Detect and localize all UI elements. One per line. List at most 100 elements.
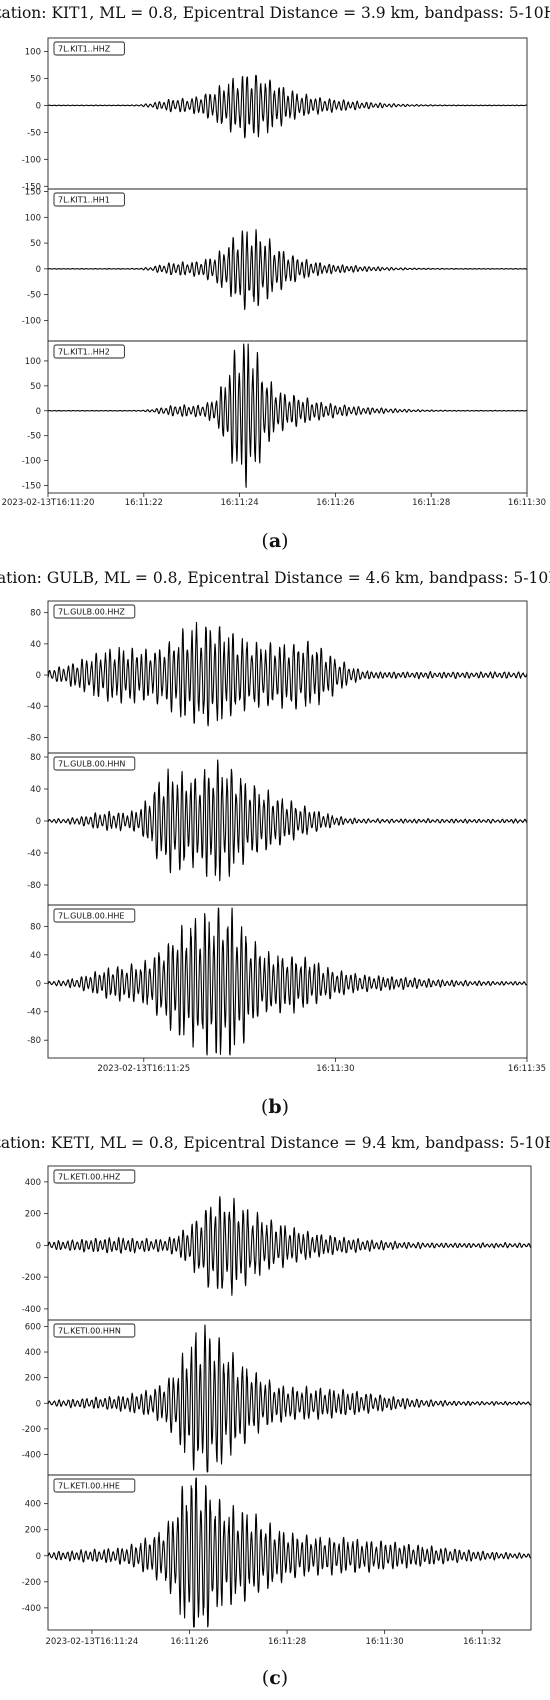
y-tick-label: 200 (25, 1374, 41, 1384)
y-tick-label: -200 (22, 1578, 41, 1588)
channel-label-box (53, 756, 136, 771)
figure-block-a: Station: KIT1, ML = 0.8, Epicentral Dist… (0, 4, 550, 552)
y-tick-label: 100 (25, 47, 41, 57)
channel-label-box (53, 1478, 136, 1493)
chart-title: Station: KETI, ML = 0.8, Epicentral Dist… (0, 1134, 550, 1152)
figure-block-c: Station: KETI, ML = 0.8, Epicentral Dist… (0, 1134, 550, 1689)
chart-title: Station: GULB, ML = 0.8, Epicentral Dist… (0, 569, 550, 587)
x-tick-label: 16:11:26 (170, 1637, 208, 1647)
waveform-trace (47, 1196, 532, 1296)
y-tick-label: 80 (30, 609, 41, 619)
panel-frame (47, 1474, 532, 1631)
y-tick-label: -200 (22, 1273, 41, 1283)
channel-label-box (53, 192, 125, 207)
y-tick-label: -50 (27, 432, 41, 442)
y-tick-label: -40 (27, 1008, 41, 1018)
waveform-trace (47, 907, 528, 1056)
y-tick-label: 50 (30, 382, 41, 392)
trace-panel-1: 600 400 200 0 -200 -400 7L.KETI.00.HHN (22, 1319, 532, 1476)
y-tick-label: 50 (30, 74, 41, 84)
figure-block-b: Station: GULB, ML = 0.8, Epicentral Dist… (0, 569, 550, 1118)
x-tick-label: 2023-02-13T16:11:25 (97, 1064, 190, 1074)
y-tick-label: 0 (36, 979, 41, 989)
y-tick-label: 0 (36, 265, 41, 275)
waveform-trace (47, 1477, 532, 1628)
channel-label-box (53, 41, 125, 56)
y-tick-label: -100 (22, 316, 41, 326)
trace-panel-0: 100 50 0 -50 -100 -150 7L.KIT1..HHZ (22, 37, 528, 192)
waveform-trace (47, 1324, 532, 1473)
y-tick-label: 0 (36, 1552, 41, 1562)
x-tick-label: 16:11:28 (412, 498, 450, 508)
panel-frame (47, 1165, 532, 1321)
y-tick-label: 100 (25, 213, 41, 223)
y-tick-label: 0 (36, 407, 41, 417)
x-tick-label: 16:11:28 (268, 1637, 306, 1647)
y-tick-label: 40 (30, 951, 41, 961)
x-tick-label: 16:11:26 (316, 498, 354, 508)
y-tick-label: 0 (36, 1399, 41, 1409)
x-tick-label: 16:11:32 (463, 1637, 501, 1647)
y-tick-label: -400 (22, 1451, 41, 1461)
y-tick-label: 0 (36, 817, 41, 827)
y-tick-label: -400 (22, 1604, 41, 1614)
waveform-trace (47, 229, 528, 311)
trace-panel-1: 150 100 50 0 -50 -100 7L.KIT1..HH1 (22, 188, 528, 342)
y-tick-label: -50 (27, 291, 41, 301)
channel-label-box (53, 908, 136, 923)
trace-panel-2: 80 40 0 -40 -80 7L.GULB.00.HHE (27, 904, 528, 1059)
figure-caption: (b) (261, 1096, 289, 1118)
channel-label: 7L.GULB.00.HHZ (58, 608, 125, 617)
y-tick-label: -100 (22, 155, 41, 165)
channel-label-box (53, 604, 136, 619)
y-tick-label: -200 (22, 1425, 41, 1435)
y-tick-label: -50 (27, 128, 41, 138)
x-tick-label: 16:11:30 (508, 498, 546, 508)
panel-frame (47, 37, 528, 190)
y-tick-label: -80 (27, 1036, 41, 1046)
x-tick-label: 16:11:30 (316, 1064, 354, 1074)
waveform-trace (47, 343, 528, 488)
channel-label: 7L.KIT1..HHZ (58, 45, 111, 54)
x-tick-label: 2023-02-13T16:11:20 (2, 498, 95, 508)
panel-frame (47, 1319, 532, 1476)
y-tick-label: 400 (25, 1500, 41, 1510)
x-tick-label: 16:11:30 (366, 1637, 404, 1647)
y-tick-label: -150 (22, 482, 41, 492)
x-tick-label: 16:11:22 (125, 498, 163, 508)
panel-frame (47, 904, 528, 1059)
waveform-trace (47, 759, 528, 882)
y-tick-label: -80 (27, 733, 41, 743)
figure-caption: (a) (261, 530, 288, 552)
y-tick-label: 400 (25, 1178, 41, 1188)
y-tick-label: 0 (36, 671, 41, 681)
y-tick-label: 40 (30, 640, 41, 650)
channel-label-box (53, 344, 125, 359)
x-tick-label: 16:11:35 (508, 1064, 546, 1074)
y-tick-label: -40 (27, 702, 41, 712)
y-tick-label: 0 (36, 1241, 41, 1251)
trace-panel-2: 400 200 0 -200 -400 7L.KETI.00.HHE (22, 1474, 532, 1631)
y-tick-label: 200 (25, 1210, 41, 1220)
channel-label: 7L.KETI.00.HHN (58, 1327, 121, 1336)
channel-label-box (53, 1323, 136, 1338)
y-tick-label: 400 (25, 1348, 41, 1358)
y-tick-label: 150 (25, 188, 41, 198)
channel-label: 7L.KIT1..HH2 (58, 348, 110, 357)
y-tick-label: -40 (27, 849, 41, 859)
trace-panel-1: 80 40 0 -40 -80 7L.GULB.00.HHN (27, 752, 528, 906)
waveform-trace (47, 621, 528, 727)
channel-label: 7L.GULB.00.HHE (58, 912, 124, 921)
y-tick-label: 0 (36, 101, 41, 111)
channel-label: 7L.GULB.00.HHN (58, 760, 125, 769)
panel-frame (47, 340, 528, 494)
y-tick-label: -400 (22, 1305, 41, 1315)
y-tick-label: 80 (30, 753, 41, 763)
x-tick-label: 2023-02-13T16:11:24 (46, 1637, 139, 1647)
figure-caption: (c) (262, 1667, 288, 1689)
channel-label: 7L.KETI.00.HHZ (58, 1173, 121, 1182)
y-tick-label: 80 (30, 922, 41, 932)
x-tick-label: 16:11:24 (221, 498, 259, 508)
y-tick-label: 40 (30, 785, 41, 795)
